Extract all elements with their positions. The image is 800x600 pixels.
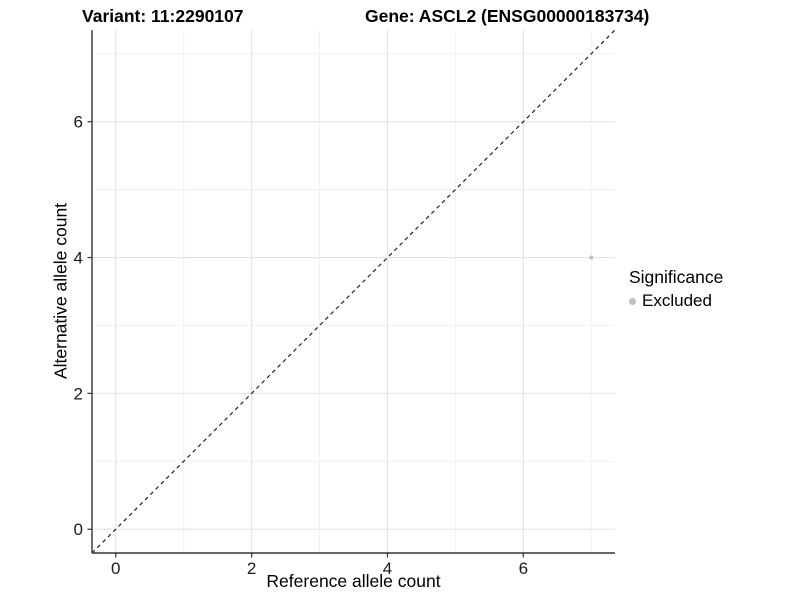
legend: Significance Excluded xyxy=(629,267,723,311)
x-tick-label: 6 xyxy=(519,559,528,578)
legend-key-dot xyxy=(629,297,636,305)
y-axis-title: Alternative allele count xyxy=(50,202,71,380)
legend-title: Significance xyxy=(629,267,724,287)
legend-item-excluded: Excluded xyxy=(629,291,723,311)
plot-title-variant: Variant: 11:2290107 xyxy=(82,6,244,26)
identity-reference-line xyxy=(91,29,616,554)
y-tick-label: 6 xyxy=(74,113,83,132)
legend-items: Excluded xyxy=(629,291,723,311)
x-tick-label: 0 xyxy=(111,559,120,578)
y-tick-label: 2 xyxy=(74,384,83,403)
x-axis-title: Reference allele count xyxy=(266,571,441,591)
y-tick-label: 0 xyxy=(74,520,83,539)
plot-title-gene: Gene: ASCL2 (ENSG00000183734) xyxy=(365,6,650,26)
y-tick-label: 4 xyxy=(74,249,83,268)
x-tick-label: 2 xyxy=(247,559,256,578)
data-point-excluded xyxy=(589,255,594,260)
x-tick-label: 4 xyxy=(383,559,392,578)
legend-item-label: Excluded xyxy=(642,291,712,310)
